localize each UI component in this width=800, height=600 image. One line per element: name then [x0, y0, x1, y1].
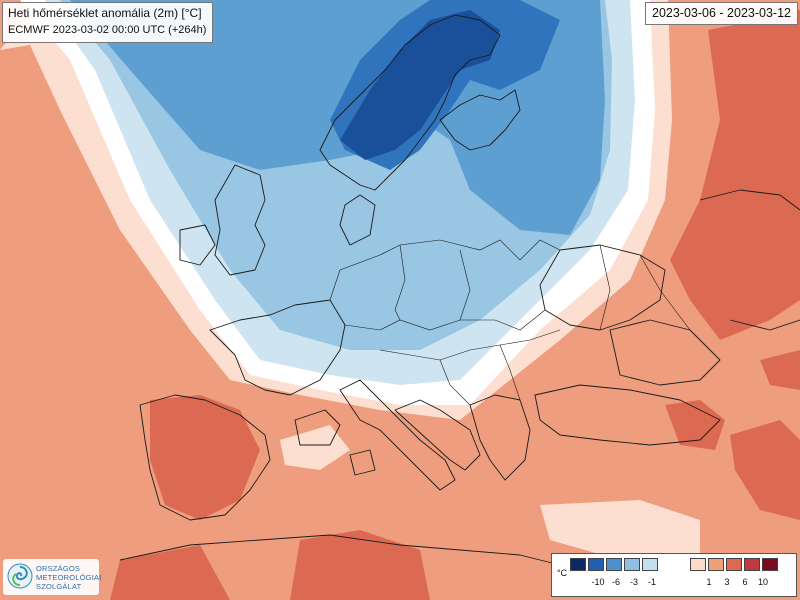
logo-badge: ORSZÁGOS METEOROLÓGIAI SZOLGÁLAT — [3, 559, 102, 595]
legend-tick-cold-4: -1 — [647, 577, 656, 587]
legend-swatch-warm-2 — [708, 558, 724, 571]
legend-swatch-cold-2 — [588, 558, 604, 571]
legend-tick-warm-4: 10 — [757, 577, 768, 587]
map-title: Heti hőmérséklet anomália (2m) [°C] — [8, 6, 202, 20]
legend-swatch-warm-1 — [690, 558, 706, 571]
swirl-icon — [7, 563, 33, 589]
model-run-label: ECMWF 2023-03-02 00:00 UTC (+264h) — [8, 24, 207, 36]
legend-swatch-cold-5 — [642, 558, 658, 571]
color-legend: °C -10 -6 -3 -1 1 3 6 10 — [551, 553, 797, 597]
legend-tick-cold-2: -6 — [611, 577, 620, 587]
legend-swatch-cold-3 — [606, 558, 622, 571]
legend-swatch-cold-1 — [570, 558, 586, 571]
coastlines — [119, 14, 800, 566]
legend-swatch-warm-4 — [744, 558, 760, 571]
legend-tick-cold-1: -10 — [591, 577, 605, 587]
map-info-box: Heti hőmérséklet anomália (2m) [°C] ECMW… — [2, 2, 214, 43]
legend-tick-cold-3: -3 — [629, 577, 638, 587]
cold-level-5 — [340, 10, 500, 160]
logo-line-1: ORSZÁGOS — [36, 564, 81, 573]
legend-tick-warm-2: 3 — [724, 577, 730, 587]
legend-swatch-warm-5 — [762, 558, 778, 571]
strong-warm-patches — [110, 10, 800, 600]
legend-swatch-cold-4 — [624, 558, 640, 571]
legend-tick-warm-1: 1 — [706, 577, 712, 587]
borders — [329, 239, 691, 406]
logo-line-2: METEOROLÓGIAI — [36, 573, 102, 582]
legend-swatch-warm-3 — [726, 558, 742, 571]
logo-line-3: SZOLGÁLAT — [36, 582, 82, 591]
logo-text: ORSZÁGOS METEOROLÓGIAI SZOLGÁLAT — [36, 564, 102, 591]
legend-unit: °C — [557, 568, 568, 578]
legend-tick-warm-3: 6 — [742, 577, 748, 587]
period-label: 2023-03-06 - 2023-03-12 — [645, 2, 798, 25]
